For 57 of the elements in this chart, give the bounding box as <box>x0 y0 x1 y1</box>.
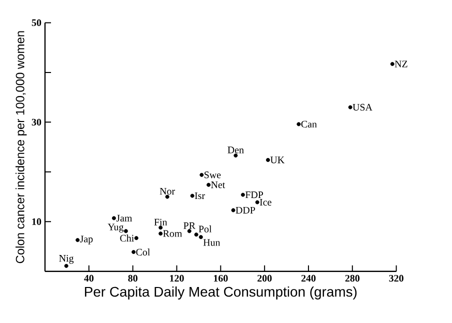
point <box>296 122 301 126</box>
annotation: Nig <box>59 254 74 264</box>
annotation: PR <box>184 222 196 229</box>
x-tick-label: 40 <box>84 274 94 282</box>
point <box>76 238 80 242</box>
annotation: Jap <box>80 236 93 244</box>
point <box>200 172 204 177</box>
y-tick-label: 30 <box>32 118 42 126</box>
x-tick-label: 200 <box>258 274 272 282</box>
point <box>158 226 163 230</box>
point <box>266 158 270 162</box>
point <box>132 250 136 254</box>
annotation: Fin <box>154 218 168 226</box>
x-tick-label: 160 <box>214 274 228 282</box>
annotation: DDP <box>236 206 256 214</box>
point <box>134 236 138 240</box>
point <box>390 62 394 66</box>
x-tick-label: 280 <box>345 274 360 282</box>
point <box>187 229 192 234</box>
x-tick-label: 80 <box>128 274 138 282</box>
annotation: UK <box>270 156 284 164</box>
annotation: Yug <box>108 224 124 232</box>
x-axis-title: Per Capita Daily Meat Consumption (grams) <box>84 286 357 300</box>
point <box>206 182 211 187</box>
point <box>198 235 203 240</box>
point <box>158 232 163 236</box>
point <box>234 154 238 158</box>
point <box>190 194 194 198</box>
annotation: Hun <box>203 239 220 246</box>
annotation: Den <box>228 146 244 154</box>
annotation: Can <box>301 120 317 128</box>
point <box>124 229 128 234</box>
x-tick-label: 320 <box>389 274 404 282</box>
y-tick-label: 50 <box>32 19 42 26</box>
point <box>231 208 236 212</box>
annotation: Net <box>211 182 226 188</box>
annotation: Isr <box>194 192 205 200</box>
annotation: Ice <box>260 198 272 206</box>
x-tick-label: 120 <box>170 274 184 282</box>
annotation: NZ <box>394 60 408 68</box>
x-tick-label: 240 <box>301 274 316 282</box>
annotation: Pol <box>198 225 212 232</box>
point <box>194 232 198 237</box>
y-axis-title: Colon cancer incidence per 100,000 women <box>16 31 27 264</box>
annotation: Jam <box>116 214 132 222</box>
annotation: Nor <box>160 188 175 195</box>
annotation: Swe <box>204 172 221 178</box>
annotation: Col <box>136 248 150 256</box>
y-tick-label: 10 <box>32 218 42 226</box>
annotation: FDP <box>245 192 264 198</box>
annotation: USA <box>352 104 372 111</box>
annotation: Rom <box>163 230 182 237</box>
annotation: Chi <box>120 234 134 242</box>
point <box>348 105 352 110</box>
point <box>112 216 116 220</box>
point <box>240 192 245 197</box>
point <box>255 200 260 204</box>
